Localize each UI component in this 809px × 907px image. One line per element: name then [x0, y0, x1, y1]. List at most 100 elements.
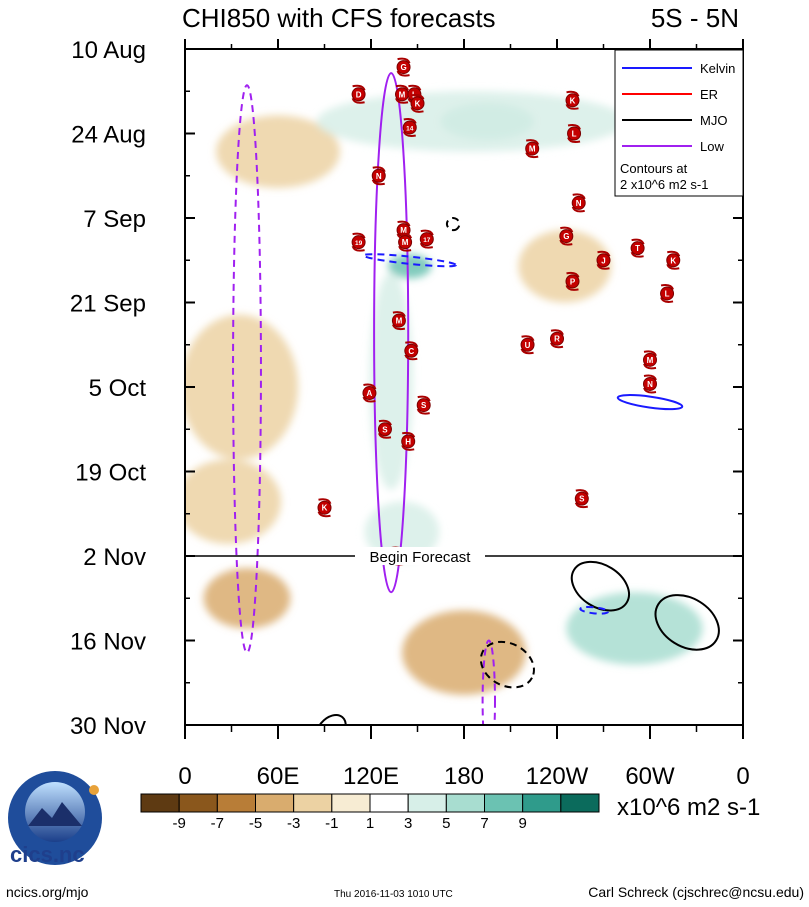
- region-label: 5S - 5N: [651, 3, 739, 33]
- cicsnc-logo: cics.nc: [8, 771, 102, 867]
- tc-marker-32: K: [317, 498, 332, 518]
- tc-label: R: [554, 335, 560, 344]
- tropical-cyclone-markers: GDMLKK14LMNNM19M17GJTKPLMURCMNASSHSK26: [317, 57, 681, 566]
- colorbar-swatch-2: [216, 793, 256, 813]
- tc-marker-17: T: [630, 238, 645, 258]
- tc-marker-20: L: [660, 283, 675, 303]
- tc-label: M: [396, 317, 403, 326]
- tc-label: G: [400, 63, 406, 72]
- mjo-contour-4: [446, 216, 461, 232]
- colorbar-swatch-7: [407, 793, 447, 813]
- tc-circle: [520, 337, 535, 352]
- tc-circle: [559, 229, 574, 244]
- tc-circle: [398, 235, 413, 250]
- tc-marker-25: M: [643, 350, 657, 370]
- tc-circle: [362, 386, 377, 401]
- tc-marker-22: U: [520, 335, 535, 355]
- logo-text: cics.nc: [10, 842, 85, 867]
- tc-marker-29: S: [377, 419, 392, 439]
- colorbar-swatch-5: [331, 793, 371, 813]
- tc-circle: [391, 313, 406, 328]
- tc-circle: [643, 376, 657, 391]
- footer-author: Carl Schreck (cjschrec@ncsu.edu): [588, 884, 804, 900]
- tc-label: H: [405, 437, 411, 446]
- tc-circle: [660, 286, 675, 301]
- tc-arm: [402, 117, 417, 137]
- tc-label: N: [376, 172, 382, 181]
- x-tick-label: 0: [178, 763, 191, 790]
- tc-circle: [404, 343, 419, 358]
- tc-arm: [401, 431, 416, 451]
- tc-label: K: [415, 99, 421, 108]
- tc-marker-6: 14: [402, 117, 417, 137]
- y-tick-label: 7 Sep: [83, 206, 146, 233]
- colorbar-label: -5: [249, 815, 262, 832]
- tc-circle: [525, 141, 540, 156]
- anomaly-patch-10: [316, 91, 627, 152]
- tc-arm: [378, 419, 392, 439]
- tc-label: U: [525, 341, 531, 350]
- legend-mjo-label: MJO: [700, 113, 727, 128]
- logo-sun: [89, 785, 99, 795]
- tc-circle: [565, 93, 580, 108]
- low-contour-0: [373, 72, 410, 594]
- tc-circle: [571, 195, 586, 210]
- colorbar-swatch-8: [445, 793, 486, 813]
- legend-er-label: ER: [700, 87, 718, 102]
- forecast-label: Begin Forecast: [370, 549, 472, 566]
- tc-circle: [596, 253, 611, 268]
- legend: Kelvin ER MJO Low Contours at 2 x10^6 m2…: [614, 49, 744, 197]
- tc-label: 14: [406, 125, 414, 132]
- colorbar-swatch-10: [522, 793, 562, 813]
- tc-circle: [416, 398, 431, 413]
- tc-label: M: [399, 90, 406, 99]
- tc-arm: [550, 329, 564, 349]
- tc-arm: [660, 283, 674, 303]
- tc-arm: [666, 250, 681, 270]
- tc-label: 19: [355, 240, 363, 247]
- mjo-contour-2: [479, 640, 535, 689]
- tc-label: J: [601, 256, 605, 265]
- kelvin-contour-0: [362, 253, 457, 268]
- tc-marker-2: M: [395, 84, 409, 104]
- x-tick-label: 60E: [257, 763, 300, 790]
- tc-label: M: [402, 238, 409, 247]
- tc-label: A: [367, 389, 373, 398]
- legend-low-label: Low: [700, 139, 724, 154]
- tc-marker-27: A: [362, 383, 377, 403]
- mjo-contour-1: [654, 594, 720, 651]
- tc-label: C: [408, 347, 414, 356]
- tc-label: M: [529, 145, 536, 154]
- tc-arm: [525, 139, 540, 159]
- filtered-contours: [232, 72, 720, 725]
- anomaly-patch-5: [185, 314, 299, 460]
- tc-arm: [630, 238, 645, 258]
- low-contour-1: [232, 84, 262, 654]
- tc-arm: [351, 84, 366, 104]
- tc-marker-19: P: [565, 271, 580, 291]
- footer-url: ncics.org/mjo: [6, 884, 89, 900]
- y-tick-label: 10 Aug: [71, 37, 146, 64]
- tc-marker-0: G: [396, 57, 411, 77]
- tc-arm: [643, 374, 657, 394]
- tc-label: K: [322, 504, 328, 513]
- legend-box: [614, 49, 744, 197]
- tc-arm: [395, 84, 409, 104]
- tc-circle: [643, 352, 657, 367]
- colorbar-swatch-0: [140, 793, 180, 813]
- colorbar-label: -1: [325, 815, 338, 832]
- anomaly-patch-1: [388, 254, 432, 279]
- colorbar: -9 -7 -5 -3 -1 1 3 5 7 9: [140, 793, 600, 832]
- tc-marker-10: N: [571, 193, 586, 213]
- anomaly-patch-3: [216, 115, 340, 188]
- low-contour-2: [481, 639, 496, 725]
- tc-marker-30: H: [401, 431, 416, 451]
- tc-arm: [391, 311, 406, 331]
- tc-label: P: [570, 277, 576, 286]
- colorbar-swatch-1: [178, 793, 218, 813]
- tc-label: G: [563, 232, 569, 241]
- mjo-contour-0: [570, 560, 630, 612]
- anomaly-patch-7: [203, 568, 291, 629]
- x-tick-label: 180: [444, 763, 484, 790]
- x-tick-label: 60W: [625, 763, 675, 790]
